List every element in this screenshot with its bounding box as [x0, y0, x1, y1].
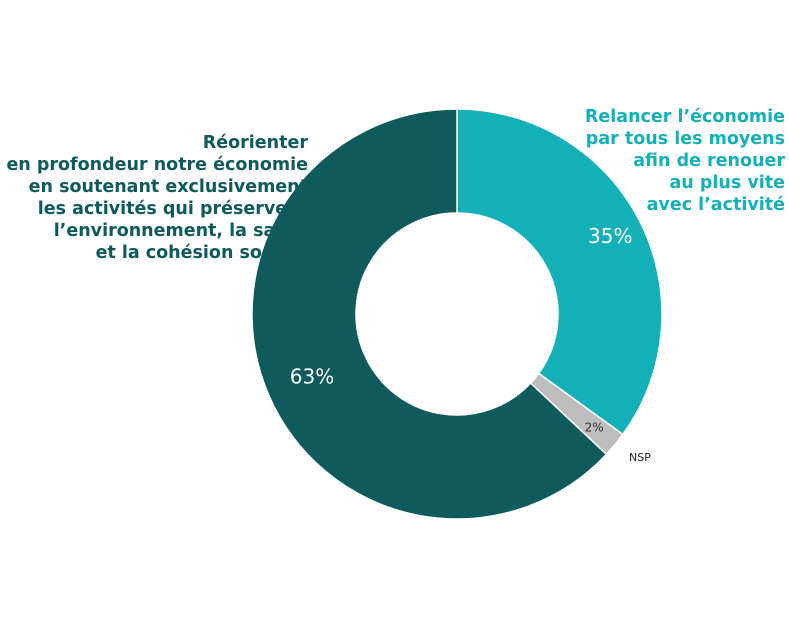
value-label: 2%	[585, 420, 604, 434]
slice-label-line: l’environnement, la santé	[53, 221, 308, 241]
value-label: 63%	[290, 365, 334, 389]
value-label: 35%	[588, 224, 632, 248]
slice-label-line: au plus vite	[669, 173, 786, 193]
slice-label-line: et la cohésion sociale	[95, 243, 308, 263]
slice-label-line: afin de renouer	[633, 151, 785, 171]
slice-label-line: par tous les moyens	[585, 129, 785, 149]
slice-label-line: avec l’activité	[646, 195, 785, 215]
slice-label-line: Réorienter	[202, 133, 308, 153]
slice-label-line: Relancer l’économie	[584, 107, 785, 127]
slice-label-line: en profondeur notre économie	[6, 155, 308, 175]
slice-label-line: les activités qui préservent	[37, 199, 308, 219]
slice-label-reorienter: Réorienter en profondeur notre économie en…	[0, 132, 308, 264]
slice-label-line: en soutenant exclusivement	[28, 177, 308, 197]
slice-label-nsp: NSP	[629, 451, 651, 464]
slice-label-relancer: Relancer l’économie par tous les moyens af…	[530, 106, 785, 216]
slice-reorienter	[251, 108, 608, 520]
slice-relancer	[456, 108, 663, 436]
